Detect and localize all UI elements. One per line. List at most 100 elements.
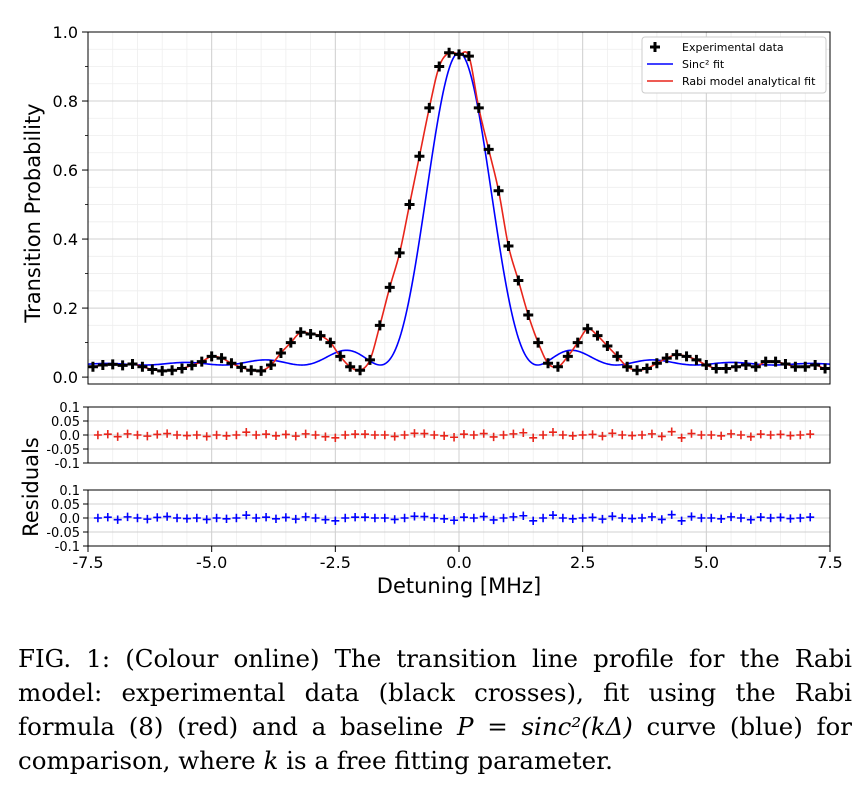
residual-point	[143, 431, 152, 441]
data-point	[800, 361, 811, 372]
data-point	[562, 351, 573, 362]
residual-point	[638, 513, 647, 523]
data-point	[424, 102, 435, 113]
residual-point	[529, 433, 538, 442]
residual-point	[796, 513, 805, 523]
data-point	[196, 356, 207, 367]
main-y-tick-label: 0.2	[53, 299, 78, 318]
caption-text-3: is a free fitting parameter.	[278, 746, 613, 775]
data-point	[167, 365, 178, 376]
data-point	[275, 347, 286, 358]
residual-point	[608, 429, 617, 438]
data-point	[295, 327, 306, 338]
residual-point	[410, 429, 419, 438]
data-point	[641, 363, 652, 374]
residual-point	[440, 514, 449, 524]
residual-point	[420, 512, 429, 521]
residual-point	[657, 432, 666, 441]
residual-point	[519, 428, 528, 437]
main-y-tick-label: 0.8	[53, 92, 78, 111]
residual-point	[598, 431, 607, 441]
rabi-residual-points	[93, 427, 815, 442]
data-point	[216, 353, 227, 364]
residual-point	[618, 430, 627, 440]
residual-point	[271, 431, 280, 441]
residual-point	[212, 430, 221, 440]
residual-point	[707, 513, 716, 523]
data-point	[394, 247, 405, 258]
residual-point	[806, 512, 815, 522]
residual-point	[499, 430, 508, 440]
residual-point	[341, 430, 350, 440]
data-point	[483, 144, 494, 155]
residual-point	[361, 512, 370, 522]
x-tick-label: -7.5	[72, 553, 103, 572]
residual-point	[291, 514, 300, 524]
data-point	[572, 337, 583, 348]
residual-point	[232, 513, 241, 523]
residual-point	[291, 431, 300, 441]
residual-point	[806, 429, 815, 439]
residual-point	[489, 432, 498, 442]
residual-point	[321, 432, 330, 441]
residual-point	[202, 515, 211, 524]
residual-point	[776, 513, 785, 522]
residual-point	[182, 514, 191, 523]
residual-point	[677, 433, 686, 442]
residual-point	[103, 512, 112, 522]
caption-math-2: k	[263, 746, 279, 775]
residual-point	[182, 431, 191, 440]
residual-point	[262, 429, 271, 439]
legend-entry-sinc: Sinc² fit	[647, 58, 725, 71]
residual-point	[173, 513, 182, 523]
residual-point	[361, 429, 370, 439]
residual-point	[163, 429, 172, 438]
residual-point	[717, 431, 726, 441]
residual-point	[410, 512, 419, 521]
data-point	[671, 349, 682, 360]
residual-point	[548, 511, 557, 520]
residual-point	[252, 513, 261, 523]
residual-point	[776, 430, 785, 439]
legend-box	[641, 36, 827, 94]
rabi-residuals-panel: 0.10.050.0-0.05-0.1	[46, 401, 831, 472]
residual-point	[539, 513, 548, 523]
x-axis-ticks: -7.5 -5.0 -2.5 0.0 2.5 5.0 7.5	[72, 546, 843, 572]
main-y-tick-label: 0.4	[53, 230, 78, 249]
residual-point	[568, 431, 577, 441]
data-point	[127, 358, 138, 369]
figure: 0.0 0.2 0.4 0.6 0.8 1.0 Transition Probabilit…	[19, 23, 843, 598]
data-point	[582, 323, 593, 334]
residual-point	[301, 429, 310, 439]
data-point	[513, 275, 524, 286]
data-point	[661, 353, 672, 364]
residual-point	[588, 430, 597, 439]
residual-point	[667, 427, 676, 436]
residual-point	[568, 514, 577, 524]
caption-label: FIG. 1:	[18, 644, 111, 673]
caption-text-2: curve (blue) for comparison, where	[18, 712, 852, 775]
data-point	[552, 361, 563, 372]
data-point	[157, 365, 168, 376]
data-point	[632, 365, 643, 376]
residual-point	[786, 514, 795, 523]
residual-point	[341, 513, 350, 523]
data-point	[543, 358, 554, 369]
residual-point	[578, 430, 587, 440]
data-point	[463, 51, 474, 62]
residual-point	[746, 515, 755, 524]
data-point	[355, 365, 366, 376]
residual-point	[727, 429, 736, 439]
residual-point	[370, 430, 379, 440]
residual-point	[351, 429, 360, 439]
residual-point	[242, 511, 251, 520]
main-y-tick-label: 0.6	[53, 161, 78, 180]
residual-point	[173, 430, 182, 440]
residual-point	[647, 429, 656, 439]
x-tick-label: -2.5	[320, 553, 351, 572]
residual-point	[331, 433, 340, 442]
residual-point	[687, 429, 696, 438]
data-point	[681, 351, 692, 362]
residual-y-tick-label: -0.05	[46, 526, 80, 541]
residual-point	[143, 514, 152, 524]
